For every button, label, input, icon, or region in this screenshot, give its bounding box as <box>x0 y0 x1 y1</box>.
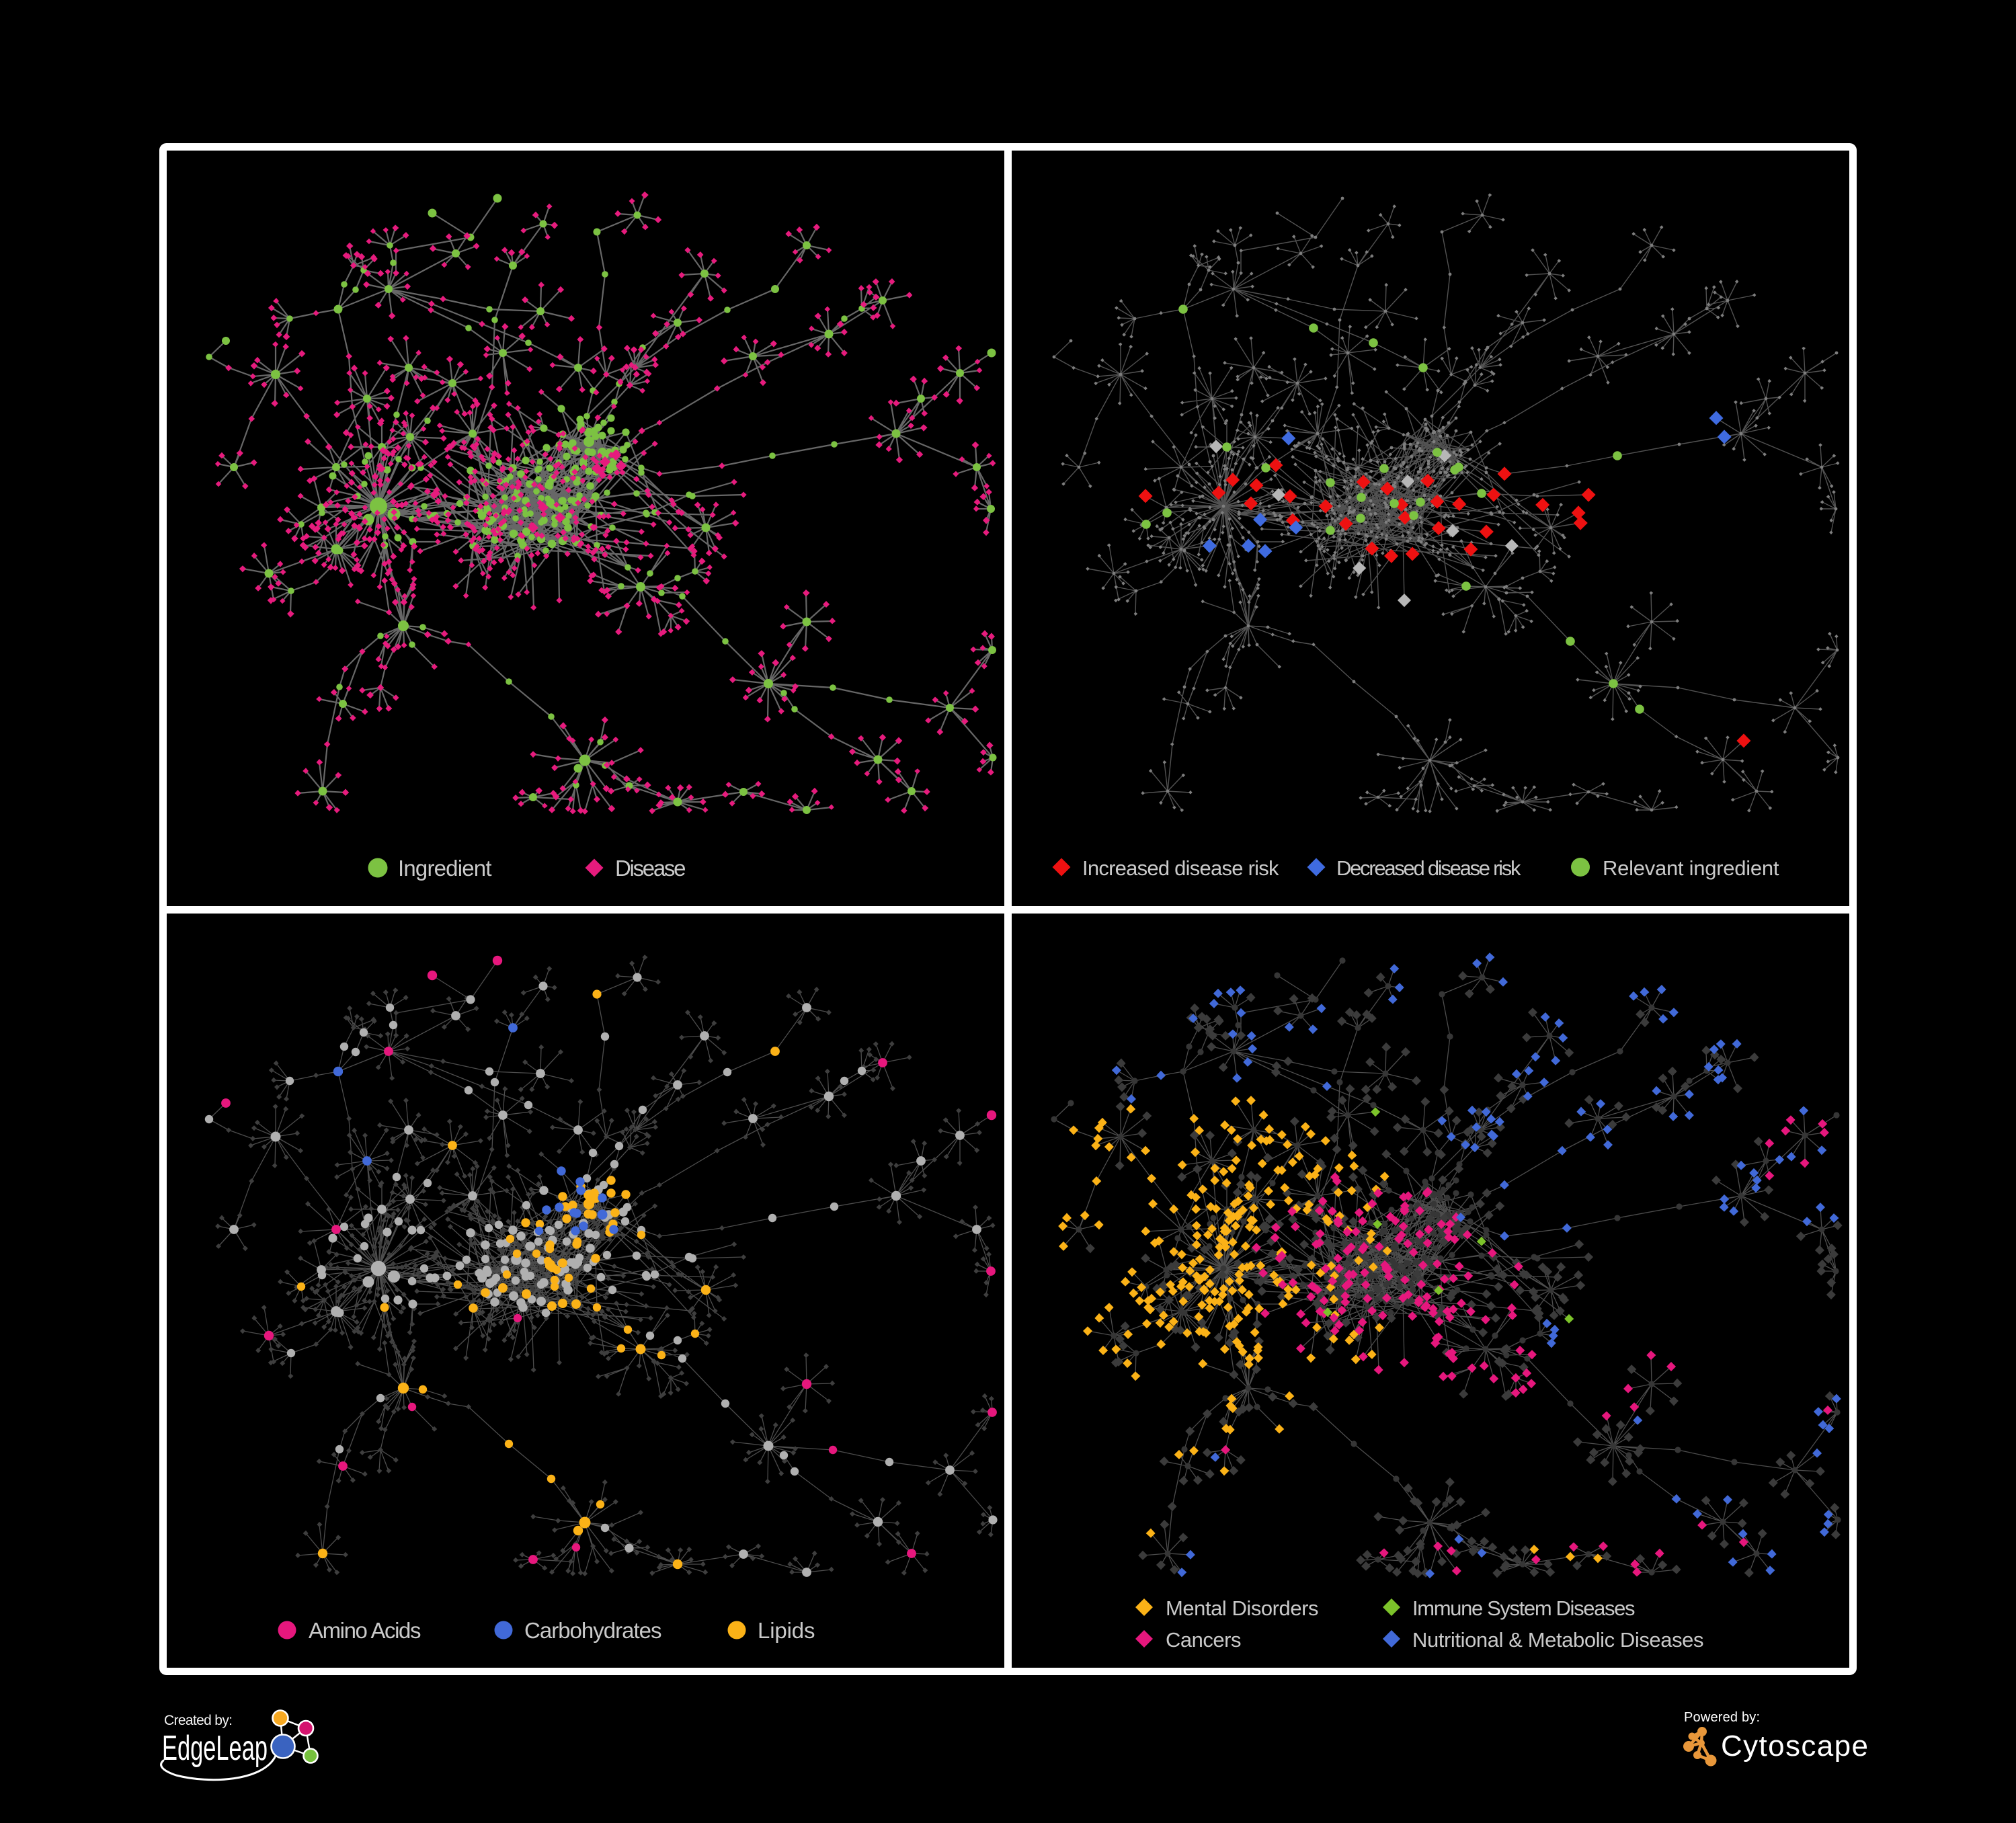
svg-text:Decreased disease risk: Decreased disease risk <box>1336 856 1521 880</box>
svg-text:Lipids: Lipids <box>758 1618 815 1643</box>
svg-text:Amino Acids: Amino Acids <box>309 1618 421 1643</box>
svg-text:Powered by:: Powered by: <box>1684 1710 1760 1725</box>
svg-text:Nutritional & Metabolic Diseas: Nutritional & Metabolic Diseases <box>1412 1628 1704 1652</box>
svg-text:Disease: Disease <box>615 856 686 881</box>
svg-text:Cytoscape: Cytoscape <box>1721 1730 1868 1763</box>
svg-text:EdgeLeap: EdgeLeap <box>162 1729 268 1768</box>
svg-text:Ingredient: Ingredient <box>398 856 492 881</box>
svg-text:Relevant ingredient: Relevant ingredient <box>1603 856 1779 880</box>
svg-text:Immune System Diseases: Immune System Diseases <box>1412 1596 1636 1620</box>
svg-text:Cancers: Cancers <box>1166 1628 1242 1652</box>
svg-text:Created by:: Created by: <box>164 1713 233 1728</box>
svg-text:Increased disease risk: Increased disease risk <box>1082 856 1279 880</box>
svg-text:Mental Disorders: Mental Disorders <box>1166 1596 1319 1620</box>
svg-text:Carbohydrates: Carbohydrates <box>524 1618 662 1643</box>
